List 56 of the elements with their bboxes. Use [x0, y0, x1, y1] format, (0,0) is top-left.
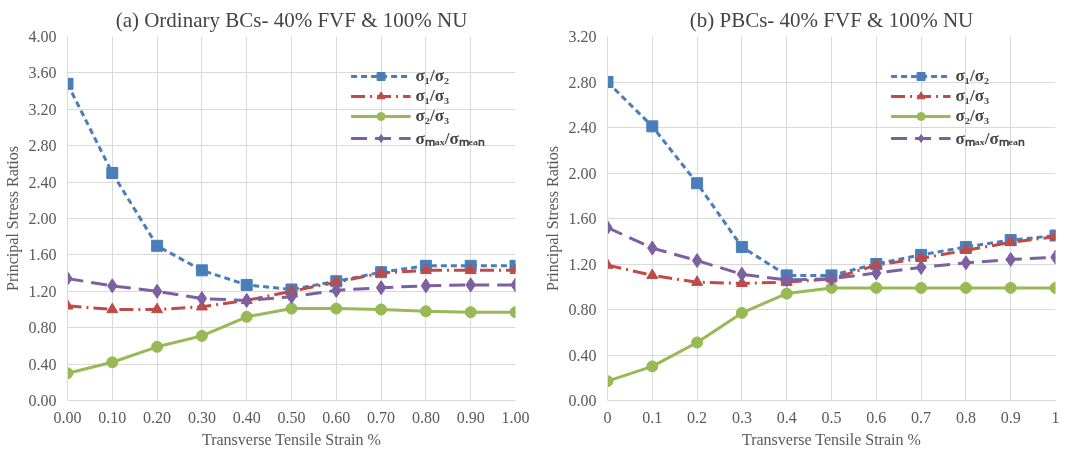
legend-label: σ₁/σ₂: [955, 66, 989, 86]
y-tick-label: 1.20: [28, 282, 57, 300]
legend-label: σ₁/σ₃: [955, 86, 989, 106]
chart-title: (b) PBCs- 40% FVF & 100% NU: [689, 7, 974, 32]
x-tick-label: 0: [603, 408, 612, 426]
y-tick-label: 4.00: [28, 28, 57, 45]
y-axis-title: Principal Stress Ratios: [543, 146, 562, 291]
y-tick-label: 0.00: [568, 392, 597, 409]
y-tick-label: 1.60: [28, 246, 57, 264]
x-tick-label: 0.6: [866, 408, 887, 426]
y-tick-label: 2.80: [28, 137, 57, 155]
legend-label: σ₁/σ₃: [415, 86, 449, 106]
x-tick-label: 0.70: [367, 408, 396, 426]
x-tick-label: 0.30: [187, 408, 216, 426]
legend-label: σ₂/σ₃: [955, 106, 989, 126]
y-tick-label: 2.00: [28, 210, 57, 227]
x-tick-label: 0.3: [731, 408, 752, 426]
legend-label: σ₂/σ₃: [415, 106, 449, 126]
x-tick-label: 0.10: [98, 408, 127, 426]
y-tick-label: 1.60: [568, 210, 597, 227]
legend-label: σₘₐₓ/σₘₑₐₙ: [415, 128, 485, 149]
x-tick-label: 0.8: [955, 408, 976, 426]
y-tick-label: 3.60: [28, 64, 57, 82]
x-tick-label: 0.4: [776, 408, 797, 426]
x-tick-label: 0.90: [456, 408, 485, 426]
x-tick-label: 0.00: [53, 408, 82, 426]
legend-label: σ₁/σ₂: [415, 66, 449, 86]
x-tick-label: 1.00: [501, 408, 530, 426]
x-tick-label: 0.40: [232, 408, 261, 426]
x-axis-title: Transverse Tensile Strain %: [741, 430, 921, 448]
legend-label: σₘₐₓ/σₘₑₐₙ: [955, 128, 1025, 149]
y-axis-title: Principal Stress Ratios: [3, 146, 22, 291]
x-tick-label: 0.50: [277, 408, 306, 426]
y-tick-label: 2.00: [568, 164, 597, 182]
y-tick-label: 3.20: [28, 100, 57, 118]
x-tick-label: 1: [1051, 408, 1060, 426]
y-tick-label: 0.40: [28, 355, 57, 373]
x-tick-label: 0.2: [687, 408, 708, 426]
x-tick-label: 0.20: [143, 408, 172, 426]
x-tick-label: 0.9: [1000, 408, 1021, 426]
y-tick-label: 3.20: [568, 28, 597, 45]
y-tick-label: 0.40: [568, 346, 597, 364]
y-tick-label: 0.80: [568, 301, 597, 318]
x-tick-label: 0.1: [642, 408, 663, 426]
y-tick-label: 0.80: [28, 319, 57, 337]
chart-title: (a) Ordinary BCs- 40% FVF & 100% NU: [115, 7, 468, 32]
x-tick-label: 0.5: [821, 408, 842, 426]
y-tick-label: 1.20: [568, 255, 597, 273]
x-axis-title: Transverse Tensile Strain %: [201, 430, 381, 448]
y-tick-label: 2.80: [568, 73, 597, 91]
y-tick-label: 0.00: [28, 392, 57, 409]
x-tick-label: 0.80: [411, 408, 440, 426]
y-tick-label: 2.40: [28, 173, 57, 191]
x-tick-label: 0.60: [322, 408, 351, 426]
x-tick-label: 0.7: [911, 408, 932, 426]
y-tick-label: 2.40: [568, 119, 597, 136]
